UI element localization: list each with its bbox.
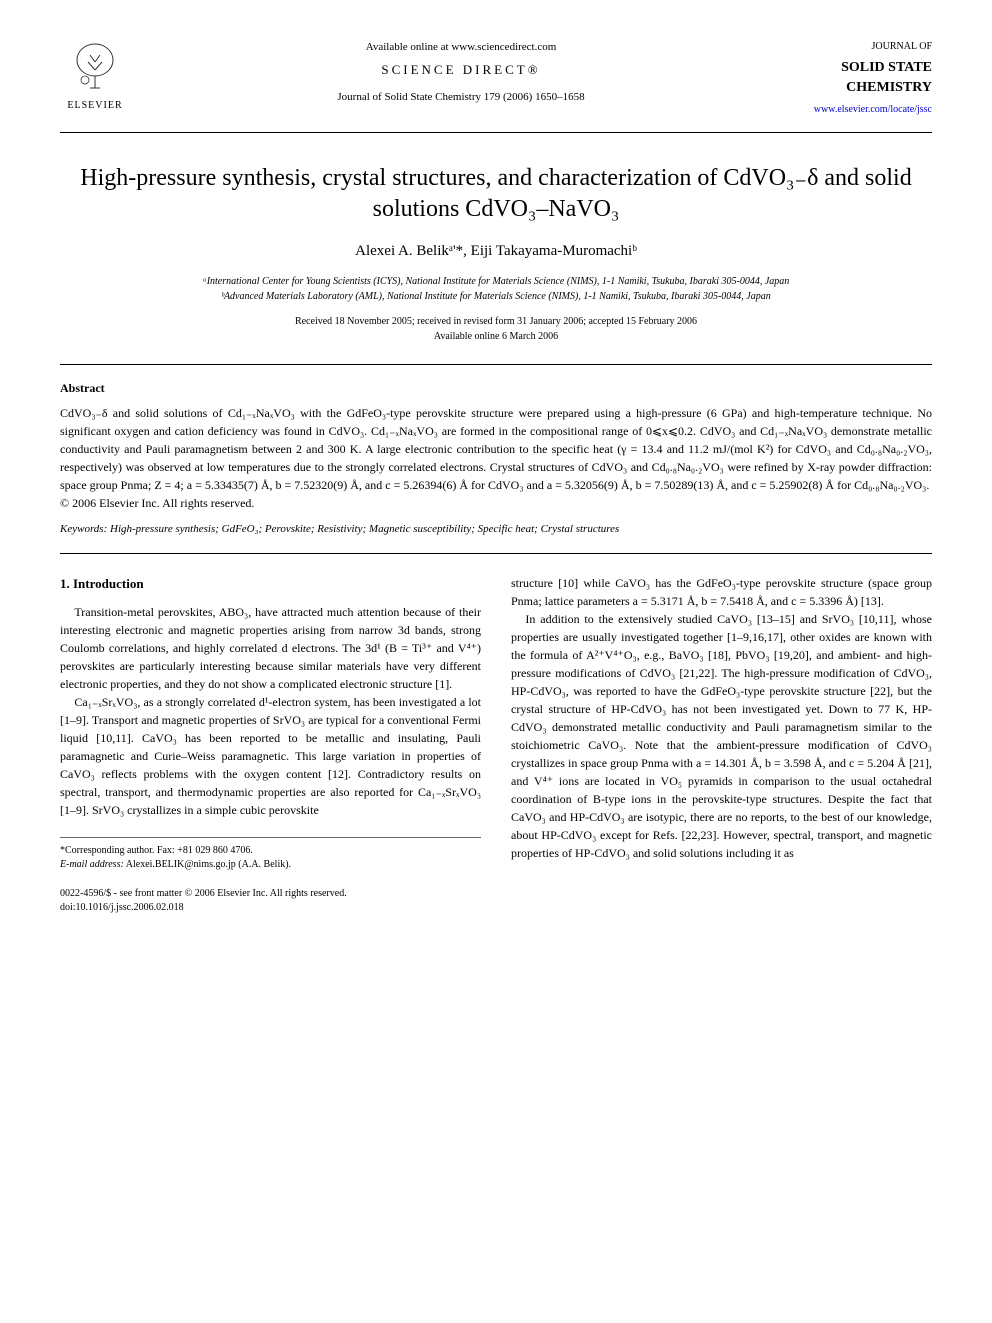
email-address[interactable]: Alexei.BELIK@nims.go.jp (A.A. Belik). (126, 859, 291, 870)
header-divider (60, 132, 932, 133)
journal-name: SOLID STATE CHEMISTRY (792, 58, 932, 97)
email-line: E-mail address: Alexei.BELIK@nims.go.jp … (60, 858, 481, 872)
elsevier-logo: ELSEVIER (60, 40, 130, 113)
online-date: Available online 6 March 2006 (60, 329, 932, 344)
authors: Alexei A. Belikᵃ'*, Eiji Takayama-Muroma… (60, 241, 932, 262)
abstract-bottom-divider (60, 553, 932, 554)
keywords: Keywords: High-pressure synthesis; GdFeO… (60, 522, 932, 537)
abstract-body: CdVO₃₋δ and solid solutions of Cd₁₋ₓNaₓV… (60, 406, 932, 492)
intro-paragraph-1: Transition-metal perovskites, ABO₃, have… (60, 603, 481, 693)
abstract-heading: Abstract (60, 380, 932, 397)
doi-line: doi:10.1016/j.jssc.2006.02.018 (60, 901, 932, 915)
journal-logo-block: JOURNAL OF SOLID STATE CHEMISTRY www.els… (792, 40, 932, 117)
intro-paragraph-2: Ca₁₋ₓSrₓVO₃, as a strongly correlated d¹… (60, 693, 481, 819)
issn-line: 0022-4596/$ - see front matter © 2006 El… (60, 887, 932, 901)
intro-paragraph-4: In addition to the extensively studied C… (511, 610, 932, 862)
email-label: E-mail address: (60, 859, 124, 870)
left-column: 1. Introduction Transition-metal perovsk… (60, 574, 481, 873)
right-column: structure [10] while CaVO₃ has the GdFeO… (511, 574, 932, 873)
journal-reference: Journal of Solid State Chemistry 179 (20… (130, 90, 792, 105)
corresponding-author: *Corresponding author. Fax: +81 029 860 … (60, 844, 481, 858)
footer-block: 0022-4596/$ - see front matter © 2006 El… (60, 887, 932, 915)
abstract-text: CdVO₃₋δ and solid solutions of Cd₁₋ₓNaₓV… (60, 404, 932, 512)
affiliation-a: ᵃInternational Center for Young Scientis… (60, 274, 932, 289)
introduction-heading: 1. Introduction (60, 574, 481, 594)
available-online-text: Available online at www.sciencedirect.co… (130, 40, 792, 55)
footnotes: *Corresponding author. Fax: +81 029 860 … (60, 837, 481, 872)
journal-url[interactable]: www.elsevier.com/locate/jssc (792, 103, 932, 117)
article-title: High-pressure synthesis, crystal structu… (60, 163, 932, 225)
body-columns: 1. Introduction Transition-metal perovsk… (60, 574, 932, 873)
center-header: Available online at www.sciencedirect.co… (130, 40, 792, 105)
elsevier-tree-icon (70, 40, 120, 90)
elsevier-label: ELSEVIER (60, 99, 130, 113)
abstract-copyright: © 2006 Elsevier Inc. All rights reserved… (60, 496, 254, 510)
abstract-top-divider (60, 364, 932, 365)
sciencedirect-logo-text: SCIENCE DIRECT® (130, 61, 792, 79)
page-header: ELSEVIER Available online at www.science… (60, 40, 932, 117)
article-dates: Received 18 November 2005; received in r… (60, 314, 932, 344)
keywords-label: Keywords: (60, 523, 107, 535)
journal-of-label: JOURNAL OF (792, 40, 932, 54)
received-date: Received 18 November 2005; received in r… (60, 314, 932, 329)
intro-paragraph-3: structure [10] while CaVO₃ has the GdFeO… (511, 574, 932, 610)
affiliation-b: ᵇAdvanced Materials Laboratory (AML), Na… (60, 289, 932, 304)
affiliations: ᵃInternational Center for Young Scientis… (60, 274, 932, 304)
keywords-text: High-pressure synthesis; GdFeO₃; Perovsk… (110, 523, 619, 535)
